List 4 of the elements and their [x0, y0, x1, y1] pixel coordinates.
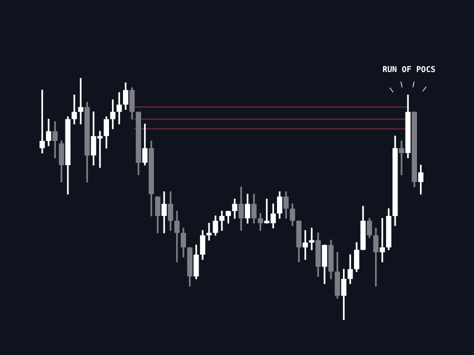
- candlestick: [206, 222, 212, 240]
- text: RUN OF POCS: [382, 65, 436, 74]
- candlestick: [174, 210, 180, 262]
- candlestick: [398, 140, 404, 176]
